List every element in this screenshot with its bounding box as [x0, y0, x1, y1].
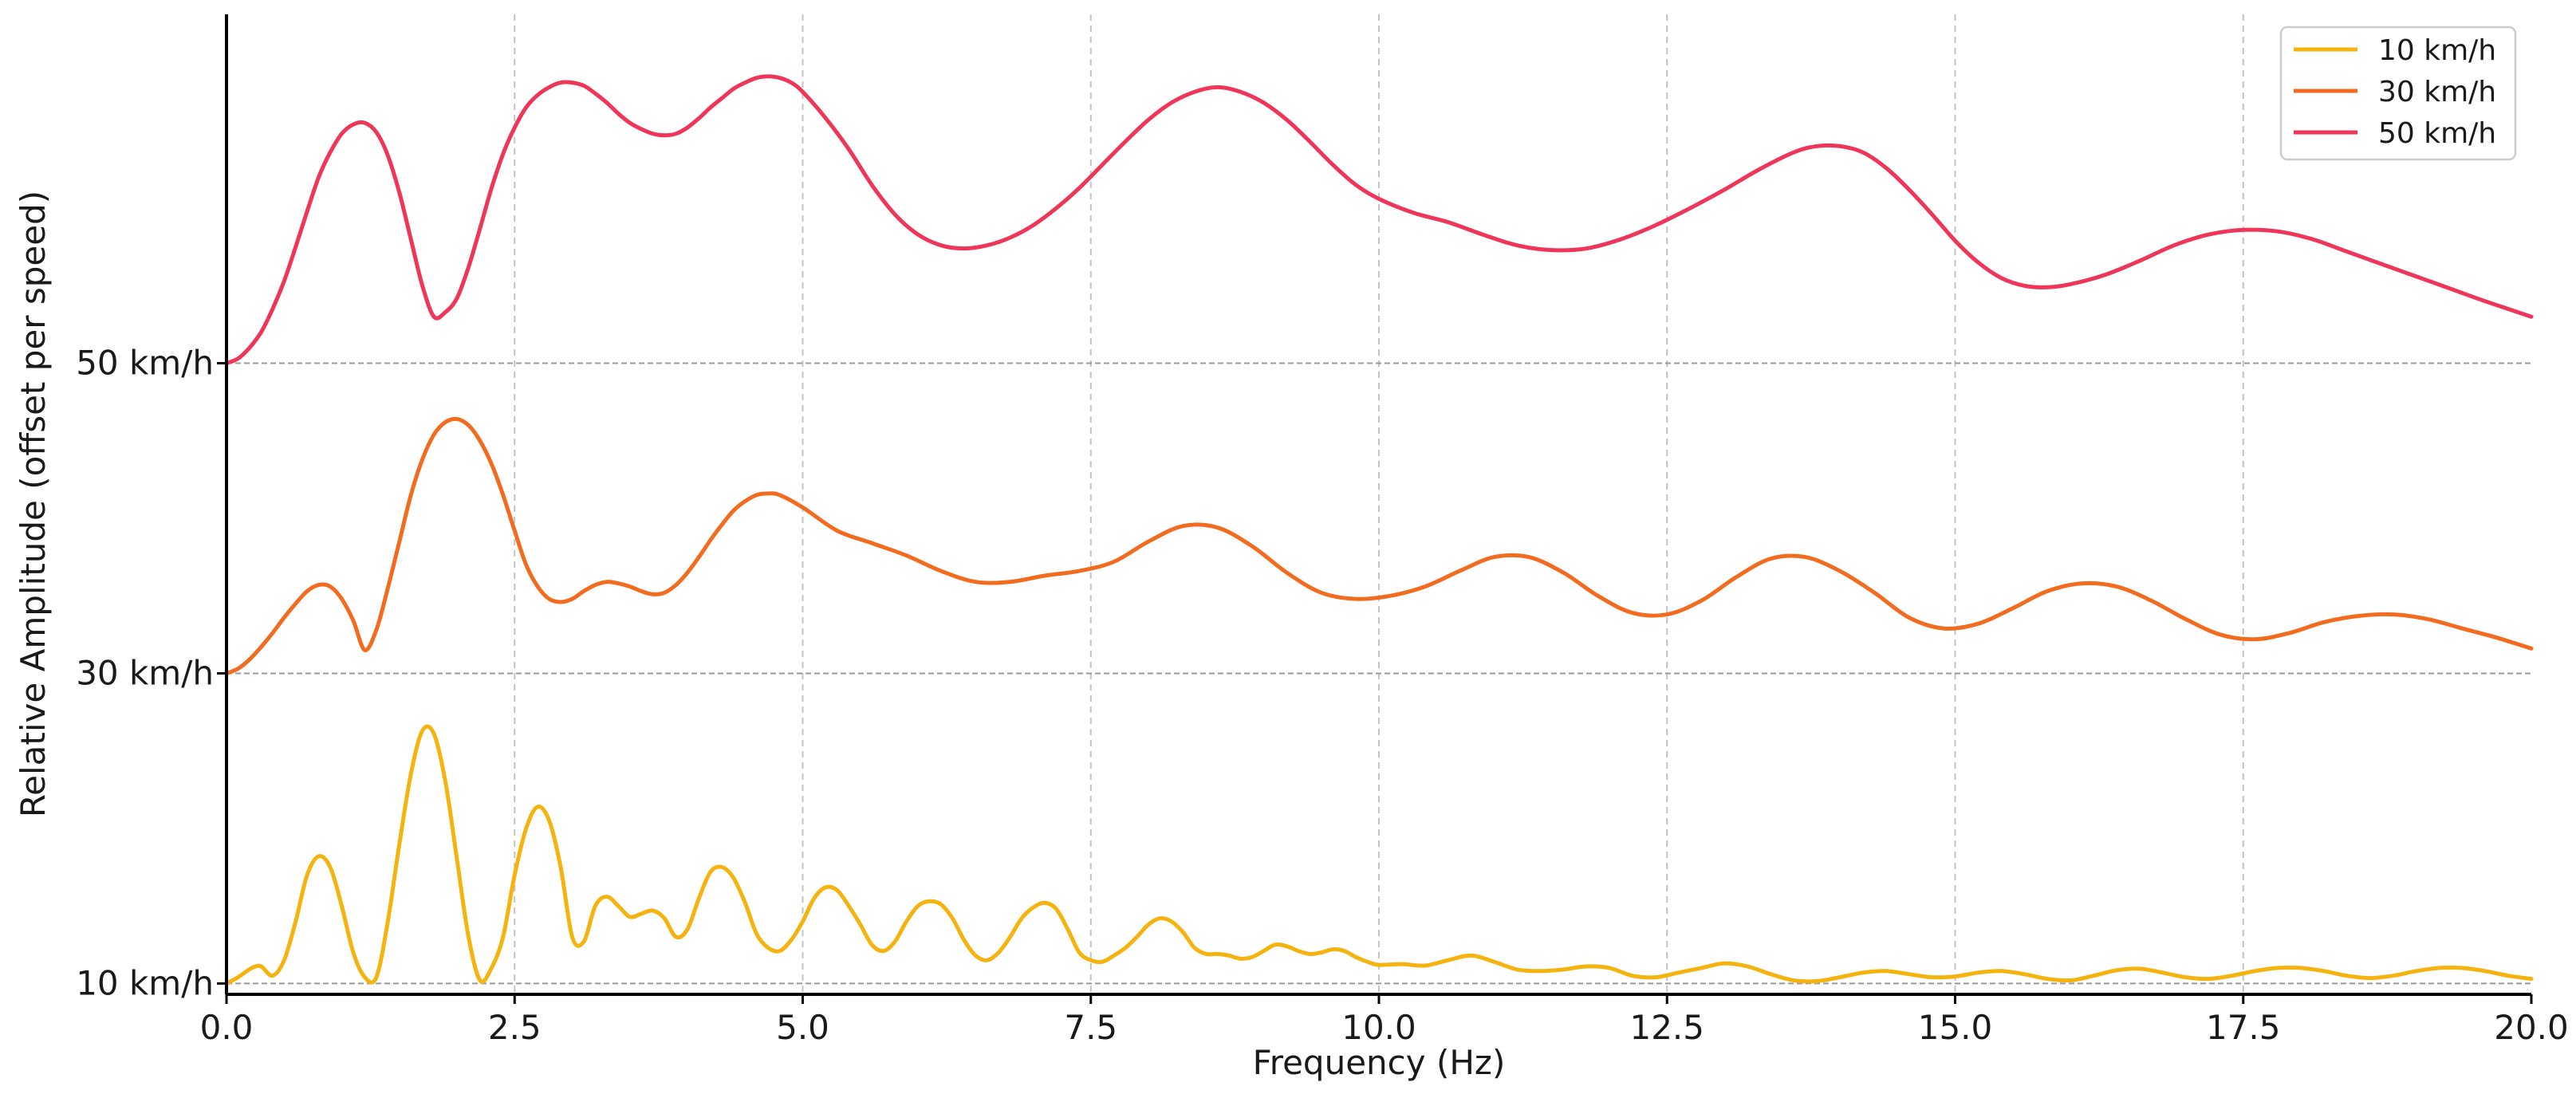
- x-tick-label: 5.0: [776, 1008, 829, 1047]
- series-line-30-km-h: [224, 416, 2534, 675]
- legend-label-30-km-h: 30 km/h: [2378, 76, 2496, 108]
- y-tick-label: 50 km/h: [76, 344, 214, 383]
- y-tick-label: 10 km/h: [76, 963, 214, 1002]
- x-tick-label: 7.5: [1064, 1008, 1117, 1047]
- series-lines: [224, 74, 2534, 986]
- x-ticks: 0.0 2.5 5.0 7.5 10.0 12.5 15.0 17.5 20.0: [200, 994, 2569, 1047]
- legend-label-10-km-h: 10 km/h: [2378, 34, 2496, 67]
- x-tick-label: 17.5: [2206, 1008, 2281, 1047]
- x-tick-label: 12.5: [1629, 1008, 1704, 1047]
- grid-lines: [226, 14, 2531, 994]
- x-tick-label: 0.0: [200, 1008, 254, 1047]
- x-tick-label: 2.5: [488, 1008, 542, 1047]
- x-tick-label: 15.0: [1918, 1008, 1993, 1047]
- x-tick-label: 20.0: [2494, 1008, 2569, 1047]
- x-axis-title: Frequency (Hz): [1253, 1043, 1506, 1082]
- series-line-10-km-h: [224, 724, 2534, 986]
- x-tick-label: 10.0: [1341, 1008, 1416, 1047]
- y-ticks: 10 km/h 30 km/h 50 km/h: [76, 344, 226, 1002]
- y-axis-title: Relative Amplitude (offset per speed): [14, 191, 53, 817]
- legend: 10 km/h 30 km/h 50 km/h: [2279, 26, 2517, 161]
- legend-box: [2279, 26, 2517, 161]
- series-line-50-km-h: [224, 74, 2534, 365]
- legend-label-50-km-h: 50 km/h: [2378, 117, 2496, 150]
- y-tick-label: 30 km/h: [76, 653, 214, 692]
